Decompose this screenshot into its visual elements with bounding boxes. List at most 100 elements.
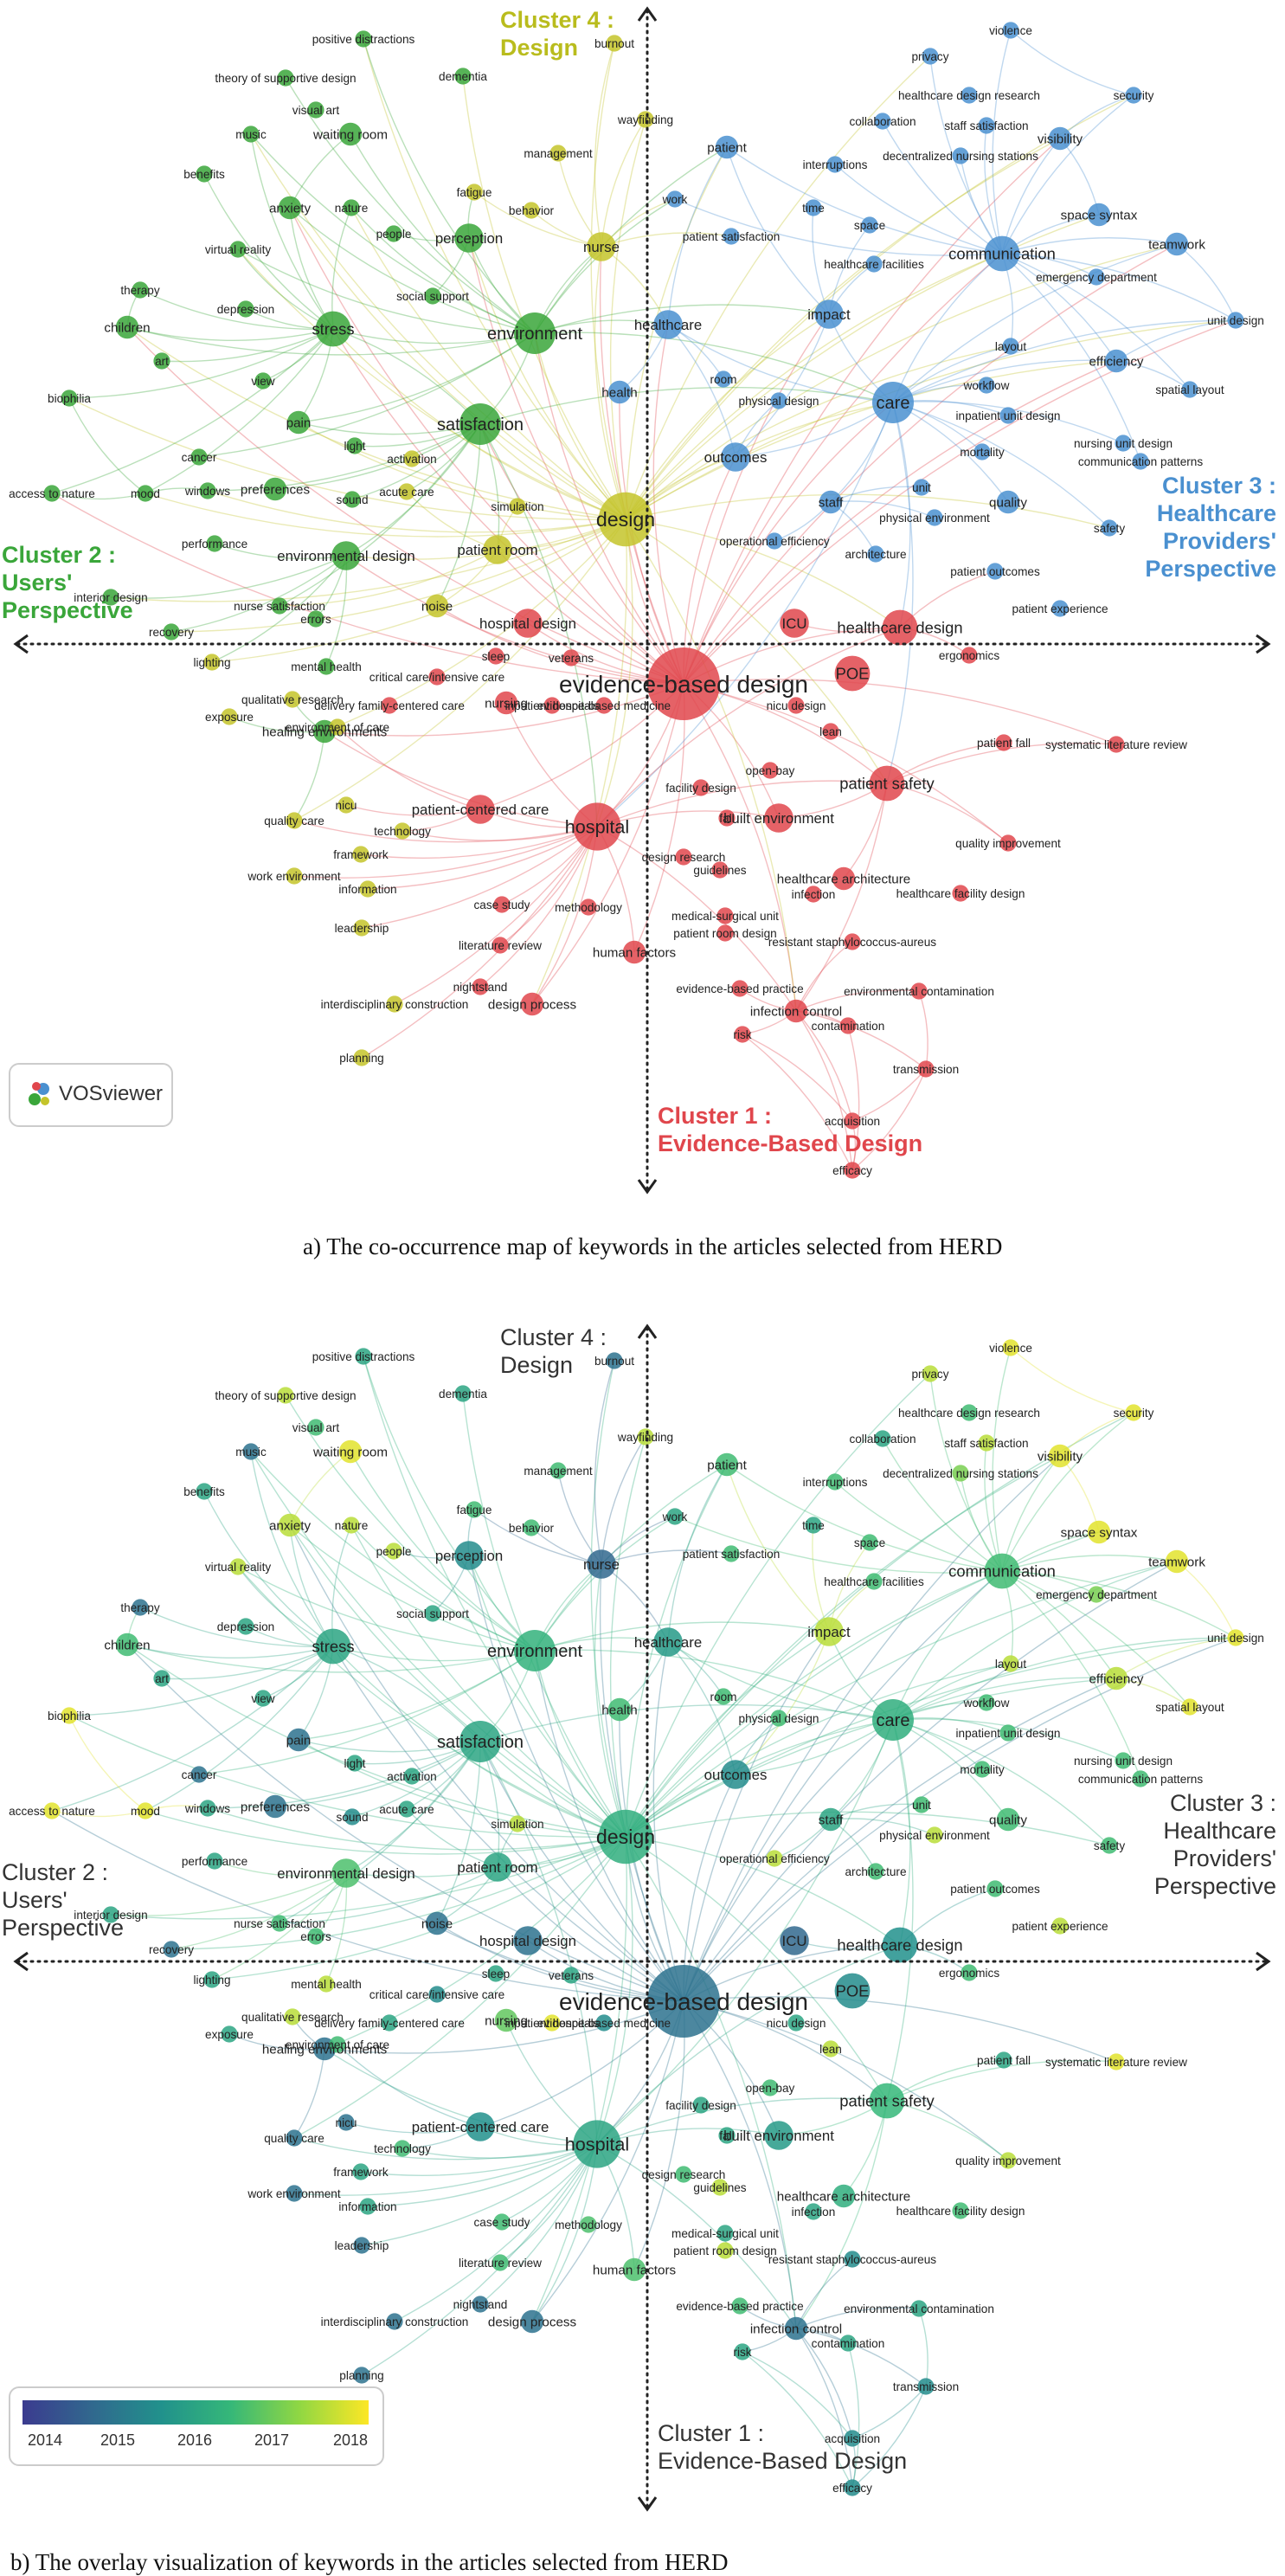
keyword-node[interactable] — [869, 765, 905, 802]
keyword-node[interactable] — [734, 2343, 751, 2360]
keyword-node[interactable] — [263, 477, 287, 501]
keyword-node[interactable] — [271, 597, 288, 615]
keyword-node[interactable] — [984, 1553, 1020, 1589]
keyword-node[interactable] — [984, 235, 1020, 272]
keyword-node[interactable] — [425, 594, 449, 618]
keyword-node[interactable] — [190, 448, 208, 466]
keyword-node[interactable] — [761, 2079, 779, 2096]
keyword-node[interactable] — [865, 255, 883, 273]
keyword-node[interactable] — [352, 846, 369, 863]
keyword-node[interactable] — [459, 403, 501, 445]
keyword-node[interactable] — [952, 147, 969, 164]
keyword-node[interactable] — [731, 2297, 749, 2315]
keyword-node[interactable] — [715, 1452, 739, 1477]
keyword-node[interactable] — [286, 2185, 303, 2202]
keyword-node[interactable] — [163, 623, 180, 641]
keyword-node[interactable] — [483, 535, 512, 564]
keyword-node[interactable] — [598, 492, 653, 547]
keyword-node[interactable] — [1088, 1586, 1105, 1603]
keyword-node[interactable] — [770, 392, 787, 409]
keyword-node[interactable] — [137, 485, 154, 502]
keyword-node[interactable] — [562, 1967, 580, 1984]
keyword-node[interactable] — [466, 184, 483, 201]
keyword-node[interactable] — [995, 734, 1012, 751]
keyword-node[interactable] — [543, 697, 561, 714]
keyword-node[interactable] — [102, 589, 119, 606]
keyword-node[interactable] — [716, 907, 734, 924]
keyword-node[interactable] — [487, 1965, 504, 1982]
keyword-node[interactable] — [229, 1558, 247, 1575]
keyword-node[interactable] — [1165, 1549, 1189, 1574]
keyword-node[interactable] — [1002, 338, 1019, 355]
keyword-node[interactable] — [428, 1986, 446, 2003]
keyword-node[interactable] — [493, 2213, 511, 2231]
keyword-node[interactable] — [523, 1519, 540, 1536]
keyword-node[interactable] — [1125, 87, 1142, 104]
keyword-node[interactable] — [580, 2216, 597, 2233]
keyword-node[interactable] — [346, 437, 363, 454]
keyword-node[interactable] — [242, 126, 260, 143]
keyword-node[interactable] — [428, 668, 446, 686]
keyword-node[interactable] — [787, 2014, 805, 2032]
keyword-node[interactable] — [242, 1443, 260, 1460]
keyword-node[interactable] — [1227, 1629, 1244, 1646]
keyword-node[interactable] — [692, 779, 710, 796]
keyword-node[interactable] — [353, 2237, 370, 2254]
keyword-node[interactable] — [338, 1439, 363, 1464]
keyword-node[interactable] — [1125, 1404, 1142, 1421]
keyword-node[interactable] — [1108, 736, 1125, 753]
keyword-node[interactable] — [331, 1858, 361, 1888]
keyword-node[interactable] — [196, 165, 213, 183]
keyword-node[interactable] — [398, 1800, 415, 1818]
keyword-node[interactable] — [343, 1517, 360, 1534]
keyword-node[interactable] — [666, 1508, 684, 1525]
keyword-node[interactable] — [237, 1618, 254, 1635]
keyword-node[interactable] — [454, 223, 484, 253]
keyword-node[interactable] — [359, 880, 376, 898]
keyword-node[interactable] — [961, 1964, 978, 1981]
keyword-node[interactable] — [514, 1630, 556, 1671]
keyword-node[interactable] — [721, 1760, 750, 1789]
keyword-node[interactable] — [872, 382, 914, 423]
keyword-node[interactable] — [761, 762, 779, 779]
keyword-node[interactable] — [353, 1049, 370, 1066]
keyword-node[interactable] — [513, 609, 543, 638]
keyword-node[interactable] — [715, 370, 732, 388]
keyword-node[interactable] — [520, 2309, 544, 2334]
keyword-node[interactable] — [203, 654, 221, 671]
keyword-node[interactable] — [718, 809, 736, 827]
keyword-node[interactable] — [718, 2127, 736, 2144]
keyword-node[interactable] — [844, 933, 861, 950]
keyword-node[interactable] — [922, 1365, 939, 1382]
keyword-node[interactable] — [865, 1573, 883, 1590]
keyword-node[interactable] — [784, 999, 808, 1023]
keyword-node[interactable] — [1104, 349, 1128, 373]
keyword-node[interactable] — [826, 156, 844, 173]
keyword-node[interactable] — [115, 315, 139, 339]
keyword-node[interactable] — [595, 2014, 613, 2032]
keyword-node[interactable] — [1101, 519, 1118, 537]
keyword-node[interactable] — [343, 199, 360, 216]
keyword-node[interactable] — [995, 2051, 1012, 2069]
keyword-node[interactable] — [653, 1627, 683, 1657]
keyword-node[interactable] — [1132, 453, 1149, 470]
keyword-node[interactable] — [844, 1112, 861, 1130]
keyword-node[interactable] — [329, 2036, 346, 2053]
keyword-node[interactable] — [832, 866, 856, 891]
keyword-node[interactable] — [766, 532, 783, 550]
keyword-node[interactable] — [926, 1826, 943, 1844]
keyword-node[interactable] — [352, 2163, 369, 2180]
keyword-node[interactable] — [999, 407, 1017, 424]
keyword-node[interactable] — [1227, 312, 1244, 329]
keyword-node[interactable] — [1181, 1698, 1198, 1716]
keyword-node[interactable] — [822, 723, 839, 740]
keyword-node[interactable] — [606, 1352, 623, 1369]
keyword-node[interactable] — [221, 708, 238, 725]
keyword-node[interactable] — [344, 491, 361, 508]
keyword-node[interactable] — [805, 2203, 822, 2220]
keyword-node[interactable] — [137, 1802, 154, 1819]
keyword-node[interactable] — [598, 1809, 653, 1864]
keyword-node[interactable] — [839, 2334, 857, 2352]
keyword-node[interactable] — [466, 795, 495, 824]
keyword-node[interactable] — [587, 1549, 616, 1579]
